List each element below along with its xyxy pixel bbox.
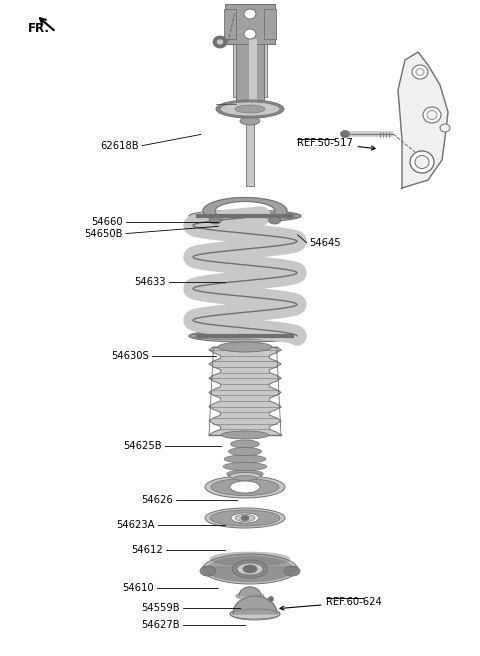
Text: 54630S: 54630S [111,351,149,361]
Ellipse shape [410,151,434,173]
Ellipse shape [230,481,260,493]
Bar [249,39,257,117]
Polygon shape [203,197,287,220]
Ellipse shape [203,554,298,584]
Polygon shape [209,347,281,435]
Ellipse shape [213,36,227,48]
Text: REF.50-517: REF.50-517 [297,138,375,150]
Ellipse shape [233,476,257,480]
Ellipse shape [223,462,267,470]
Ellipse shape [189,212,301,220]
Text: 54660: 54660 [91,216,123,227]
Ellipse shape [412,65,428,79]
Ellipse shape [218,342,272,352]
Text: FR.: FR. [28,22,50,35]
Text: 54645: 54645 [310,237,341,248]
Bar [236,39,264,117]
Ellipse shape [232,560,267,578]
Bar [264,9,276,39]
Ellipse shape [244,29,256,39]
Ellipse shape [209,217,221,224]
Ellipse shape [235,514,255,522]
Bar [246,121,254,186]
Ellipse shape [224,455,266,463]
Text: 54633: 54633 [134,277,166,287]
Ellipse shape [227,470,263,478]
Ellipse shape [243,565,257,573]
Text: 54612: 54612 [132,545,163,556]
Ellipse shape [210,510,280,526]
Ellipse shape [269,217,281,224]
Ellipse shape [231,440,259,448]
Bar [224,9,236,39]
Text: 54626: 54626 [141,495,173,505]
Text: 54623A: 54623A [116,520,155,530]
Ellipse shape [240,117,260,125]
Ellipse shape [230,608,280,620]
Ellipse shape [189,210,301,222]
Ellipse shape [211,478,279,495]
Ellipse shape [222,431,268,439]
Ellipse shape [200,566,216,576]
Polygon shape [398,52,448,188]
Ellipse shape [244,9,256,19]
Ellipse shape [237,563,263,575]
Bar [250,121,252,186]
Text: 54610: 54610 [122,583,154,594]
Ellipse shape [340,131,349,138]
Ellipse shape [415,155,429,169]
Text: 54627B: 54627B [142,620,180,630]
Ellipse shape [216,100,284,118]
Text: 54559B: 54559B [142,603,180,613]
Ellipse shape [206,556,294,582]
Polygon shape [233,596,277,614]
Ellipse shape [440,124,450,132]
Ellipse shape [231,513,259,523]
Ellipse shape [236,592,264,600]
Ellipse shape [205,476,285,498]
Ellipse shape [189,332,301,340]
Text: REF.60-624: REF.60-624 [280,597,382,610]
Text: 54625B: 54625B [124,441,162,451]
Text: 62618B: 62618B [101,140,139,151]
Ellipse shape [229,472,261,480]
Ellipse shape [210,552,290,566]
Ellipse shape [228,447,262,455]
Ellipse shape [241,516,249,520]
Ellipse shape [235,105,265,113]
Bar [225,4,275,44]
Ellipse shape [189,330,301,342]
Ellipse shape [416,68,424,75]
Ellipse shape [284,566,300,576]
Bar [233,29,267,97]
Polygon shape [239,587,261,596]
Ellipse shape [205,508,285,528]
Ellipse shape [216,39,224,45]
Ellipse shape [427,110,437,119]
Ellipse shape [423,107,441,123]
Ellipse shape [220,102,280,116]
Ellipse shape [268,596,274,602]
Polygon shape [203,567,297,582]
Text: 54650B: 54650B [84,228,123,239]
